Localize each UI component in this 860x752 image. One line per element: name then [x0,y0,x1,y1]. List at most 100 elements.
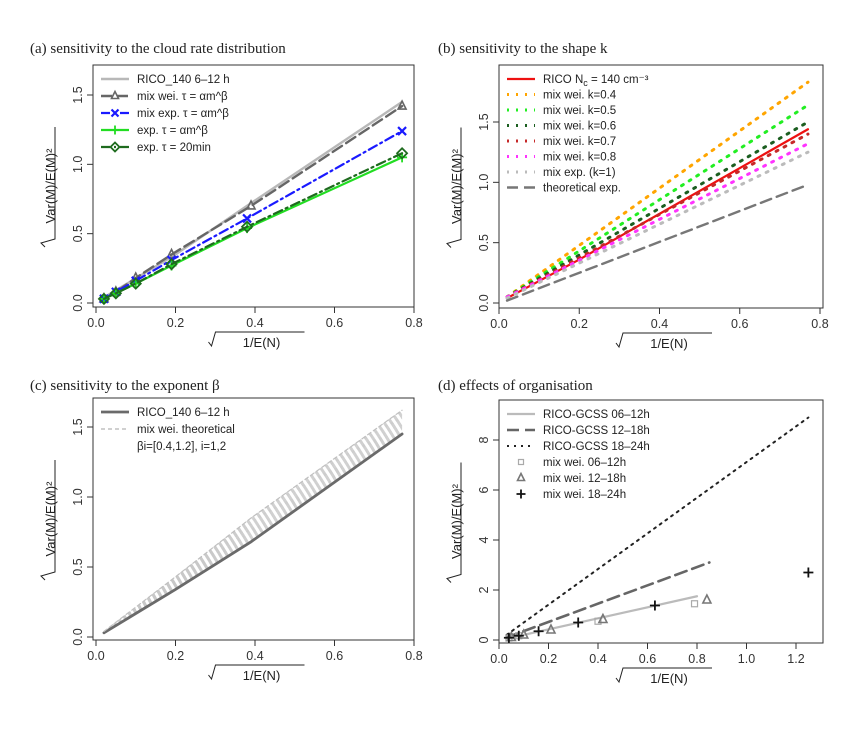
panel-d: (d) effects of organisation 0.0 0.2 0.4 0.6 0… [438,378,824,686]
y-tick-label: 0.0 [71,294,85,311]
series-line [505,120,810,299]
x-tick-label: 0.6 [326,649,343,663]
legend-label: RICO-GCSS 06–12h [543,409,650,421]
x-tick-label: 0.4 [246,316,263,330]
x-tick-label: 0.2 [167,316,184,330]
legend: RICO Nc = 140 cm⁻³ mix wei. k=0.4 mix wei.… [507,74,649,195]
y-axis-radical [40,460,56,581]
theoretical-spread-line [103,431,403,634]
legend-label: mix wei. τ = αm^β [137,91,228,103]
y-axis-label: Var(M)/E(M)² [43,481,58,557]
y-tick-label: 0.0 [71,628,85,645]
x-axis-label: 1/E(N) [243,668,281,683]
legend-label: RICO Nc = 140 cm⁻³ [543,74,649,88]
data-point [129,277,143,290]
legend-item: RICO_140 6–12 h [101,407,230,419]
y-tick-label: 1.0 [71,156,85,173]
legend-item: mix wei. 06–12h [517,457,626,469]
series-2 [505,80,810,299]
legend-label: mix wei. k=0.8 [543,152,616,164]
data-point [597,612,609,624]
series-2 [505,561,711,639]
series-line [505,183,810,302]
y-tick-label: 1.5 [71,86,85,103]
panel-a: (a) sensitivity to the cloud rate distri… [30,41,423,350]
panel-title: (a) sensitivity to the cloud rate distri… [30,41,286,57]
data-point [166,247,177,259]
x-tick-label: 0.6 [639,652,656,666]
series-1 [102,432,404,635]
legend-item: mix wei. 18–24h [516,489,626,501]
data-point [690,600,699,608]
series-5 [506,593,713,642]
legend-label: mix exp. (k=1) [543,167,616,179]
legend-marker [110,125,120,135]
series-5 [97,146,409,306]
y-tick-label: 0.0 [477,294,491,311]
data-point [242,213,252,224]
legend-item: mix wei. k=0.6 [507,121,616,133]
y-tick-label: 1.0 [477,174,491,191]
x-tick-label: 0.0 [490,652,507,666]
plot-frame [92,64,415,308]
series-line [505,103,810,299]
y-axis-label: Var(M)/E(M)² [449,148,464,224]
data-point [701,593,713,604]
x-axis-radical [208,664,305,681]
series-6 [505,142,810,299]
legend: RICO_140 6–12 h mix wei. τ = αm^β mix exp.… [101,74,230,154]
x-tick-label: 0.6 [731,317,748,331]
legend-label: exp. τ = αm^β [137,125,208,137]
data-point [545,623,557,634]
series-3 [505,103,810,299]
y-tick-label: 1.5 [71,418,85,435]
x-tick-label: 0.2 [167,649,184,663]
theoretical-spread-line [103,432,403,634]
data-point [109,287,123,300]
data-point [503,632,514,643]
series-line [505,561,711,639]
panel-b: (b) sensitivity to the shape k 0.0 0.2 0.4 0… [438,41,829,351]
data-point [513,630,524,641]
legend-label: mix wei. 18–24h [543,489,626,501]
panel-c: (c) sensitivity to the exponent β 0.0 0.2 0… [30,378,423,683]
x-tick-label: 0.8 [688,652,705,666]
legend-item: RICO-GCSS 18–24h [507,441,650,453]
plot-frame [498,64,824,309]
legend-label: theoretical exp. [543,183,621,195]
data-point [240,220,254,234]
legend-label: mix wei. k=0.6 [543,121,616,133]
x-tick-label: 0.4 [589,652,606,666]
x-tick-label: 1.2 [787,652,804,666]
series-line [505,416,810,636]
legend-label: RICO-GCSS 12–18h [543,425,650,437]
series-8 [505,183,810,302]
y-axis-radical [446,127,462,248]
x-axis-label: 1/E(N) [650,336,688,351]
series-6 [503,567,814,643]
data-point [165,257,178,271]
legend-item: RICO_140 6–12 h [101,74,230,86]
plot-frame [498,399,824,644]
legend-item: mix wei. k=0.4 [507,90,617,102]
y-tick-label: 0.5 [71,225,85,242]
legend-label: mix wei. theoretical [137,424,235,436]
legend-item: RICO-GCSS 06–12h [507,409,650,421]
panel-title: (d) effects of organisation [438,378,593,394]
data-point [130,278,141,289]
legend-item: mix exp. τ = αm^β [101,108,229,120]
series-3 [505,416,810,636]
data-point [573,617,584,628]
legend-label: mix wei. 12–18h [543,473,626,485]
series-4 [505,120,810,299]
legend-item: theoretical exp. [507,183,621,195]
legend-item: mix wei. 12–18h [516,471,626,485]
data-point [803,567,814,578]
x-tick-label: 0.0 [87,316,104,330]
legend-item: RICO Nc = 140 cm⁻³ [507,74,649,88]
series-line [505,80,810,299]
legend-label: exp. τ = 20min [137,142,211,154]
legend-marker [516,471,526,482]
y-tick-label: 1.5 [477,113,491,130]
